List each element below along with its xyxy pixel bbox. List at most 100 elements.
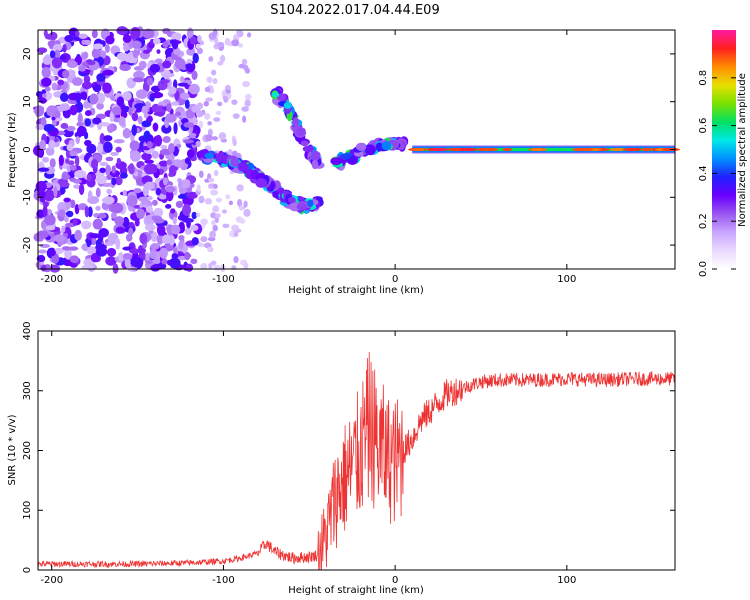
noise-blob	[84, 139, 92, 147]
spectrogram-ytick-label: 10	[22, 95, 33, 108]
spectrogram-ytick-label: 0	[22, 146, 33, 152]
noise-blob	[163, 177, 168, 186]
upper-track-blob	[284, 107, 291, 115]
noise-blob	[112, 106, 122, 116]
scatter-blob	[241, 106, 250, 112]
scatter-blob	[203, 242, 212, 249]
noise-blob	[78, 65, 87, 72]
constant-line-peak	[640, 148, 654, 151]
noise-blob	[165, 203, 172, 209]
noise-blob	[152, 37, 161, 45]
scatter-blob	[228, 200, 233, 206]
noise-blob	[123, 44, 130, 52]
transition-track-blob	[355, 142, 367, 151]
scatter-blob	[196, 184, 201, 193]
noise-blob	[69, 104, 78, 116]
noise-blob	[139, 233, 148, 244]
noise-blob	[166, 189, 174, 202]
noise-blob	[64, 248, 72, 260]
noise-blob	[86, 143, 97, 154]
scatter-blob	[238, 43, 244, 48]
noise-blob	[177, 194, 187, 199]
noise-blob	[72, 218, 78, 226]
noise-blob	[71, 77, 83, 86]
noise-blob	[191, 211, 197, 220]
noise-blob	[133, 187, 142, 194]
noise-blob	[169, 234, 175, 246]
noise-blob	[175, 111, 182, 117]
scatter-blob	[231, 224, 240, 232]
scatter-blob	[212, 205, 220, 213]
noise-blob	[83, 258, 94, 267]
noise-blob	[59, 103, 70, 111]
noise-blob	[114, 216, 125, 226]
scatter-blob	[211, 69, 217, 76]
noise-blob	[115, 146, 122, 153]
noise-blob	[65, 158, 70, 164]
scatter-blob	[242, 80, 251, 88]
noise-blob	[183, 179, 191, 189]
noise-blob	[49, 50, 56, 59]
noise-blob	[149, 249, 157, 260]
noise-blob	[188, 83, 200, 95]
noise-blob	[69, 164, 77, 171]
noise-blob	[36, 47, 48, 54]
scatter-blob	[205, 97, 214, 102]
diagonal-track-blob	[204, 152, 215, 159]
noise-blob	[105, 164, 112, 177]
colorbar-tick-label: 0.0	[698, 261, 709, 277]
noise-blob	[53, 247, 64, 255]
snr-ytick-label: 300	[22, 381, 33, 400]
snr-series-line	[37, 351, 676, 571]
scatter-blob	[195, 43, 201, 49]
noise-blob	[152, 199, 158, 206]
figure-title: S104.2022.017.04.44.E09	[270, 3, 439, 18]
noise-blob	[138, 60, 147, 69]
noise-blob	[170, 208, 176, 214]
noise-blob	[35, 180, 47, 193]
noise-blob	[168, 165, 177, 176]
spectrogram-xtick-label: 0	[392, 274, 398, 285]
noise-blob	[87, 206, 93, 218]
noise-blob	[42, 205, 48, 217]
upper-track-blob	[310, 150, 321, 161]
scatter-blob	[236, 30, 241, 35]
noise-blob	[84, 118, 91, 127]
noise-blob	[103, 135, 113, 142]
noise-blob	[141, 120, 152, 128]
diagonal-track-blob	[307, 199, 314, 208]
noise-blob	[54, 110, 61, 119]
noise-blob	[66, 125, 76, 132]
noise-blob	[169, 257, 181, 269]
noise-blob	[41, 77, 52, 87]
noise-blob	[184, 157, 191, 165]
scatter-blob	[196, 47, 203, 55]
noise-blob	[131, 257, 144, 268]
scatter-blob	[212, 28, 218, 37]
scatter-blob	[204, 198, 213, 205]
scatter-blob	[211, 219, 216, 226]
noise-blob	[86, 246, 98, 255]
noise-blob	[38, 167, 50, 172]
scatter-blob	[213, 183, 218, 189]
noise-blob	[128, 227, 134, 237]
noise-blob	[84, 205, 90, 218]
diagonal-track-blob	[312, 199, 319, 205]
constant-line-peak	[477, 148, 487, 151]
noise-blob	[163, 73, 175, 78]
noise-blob	[91, 48, 101, 59]
noise-blob	[95, 187, 101, 198]
scatter-blob	[196, 102, 204, 110]
scatter-blob	[212, 78, 218, 85]
noise-blob	[34, 105, 45, 117]
noise-blob	[146, 141, 153, 149]
colorbar-tick-label: 0.8	[698, 70, 709, 86]
noise-blob	[65, 210, 74, 218]
noise-blob	[102, 196, 115, 205]
noise-blob	[191, 237, 199, 246]
snr-xlabel: Height of straight line (km)	[288, 585, 424, 596]
noise-blob	[44, 91, 53, 101]
scatter-blob	[244, 99, 251, 107]
noise-blob	[57, 79, 65, 86]
